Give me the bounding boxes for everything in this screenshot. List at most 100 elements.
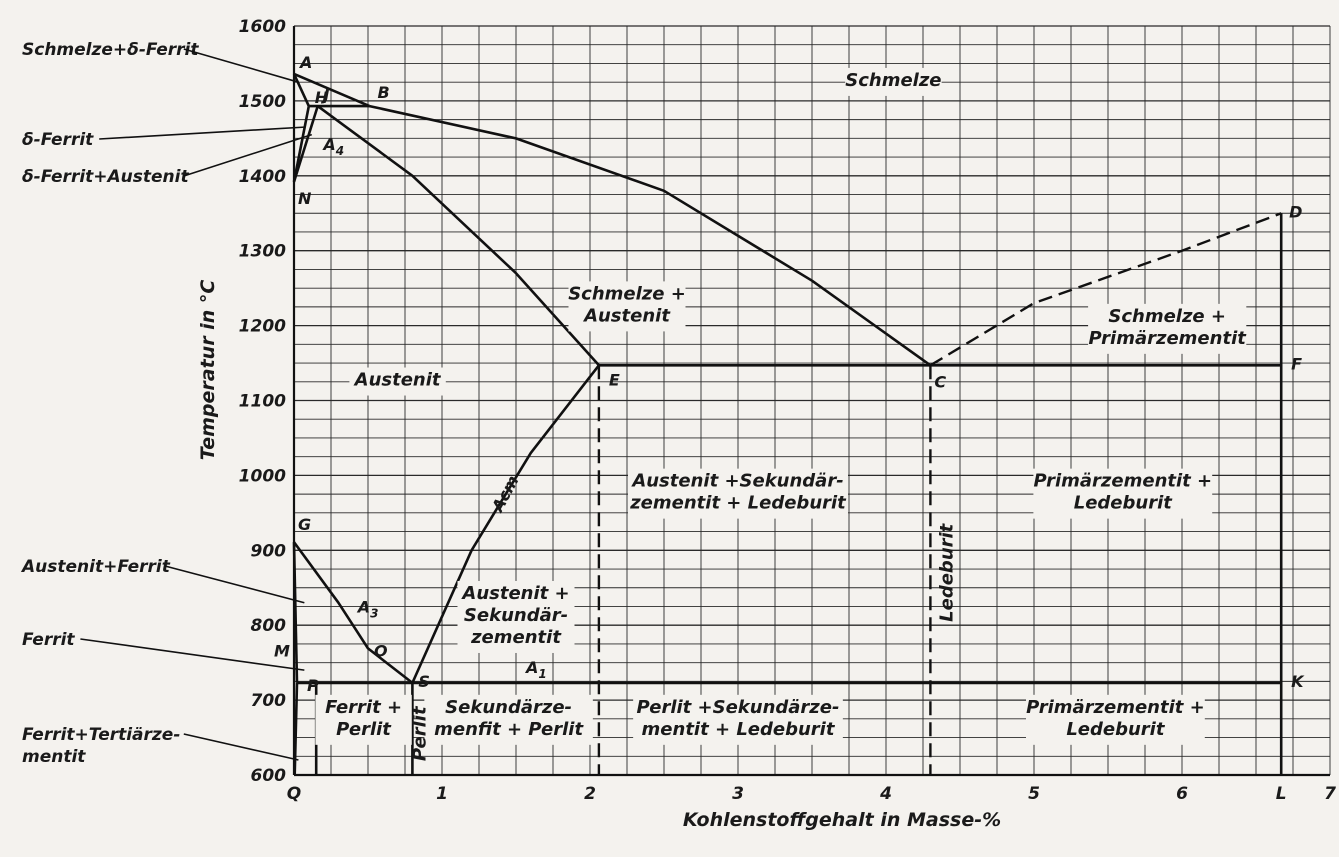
y-tick-label: 900: [251, 541, 287, 561]
region-label: Austenit: [582, 305, 671, 326]
region-label: Sekundärze-: [445, 697, 572, 718]
side-label-leader: [164, 565, 305, 604]
x-tick-label: 7: [1324, 784, 1336, 804]
region-label: Perlit +Sekundärze-: [637, 697, 840, 718]
region-label: Ferrit +: [325, 697, 402, 718]
phase-line-a-b: [293, 72, 371, 108]
y-tick-label: 1300: [239, 242, 286, 262]
point-label-k: K: [1291, 672, 1305, 691]
region-label: mentit + Ledeburit: [642, 719, 836, 740]
point-label-subscript: 3: [370, 607, 378, 621]
side-label: Ferrit+Tertiärze-: [22, 725, 180, 745]
point-label-m: M: [274, 641, 290, 660]
x-tick-label: Q: [287, 784, 301, 804]
side-label: Ferrit: [22, 630, 75, 650]
side-label-leader: [80, 638, 305, 671]
phase-line-j-e: [316, 105, 600, 367]
region-label-bg: [633, 694, 843, 745]
phase-line-g-p: [292, 542, 299, 683]
x-tick-label: 5: [1028, 784, 1040, 804]
x-tick-label: 2: [584, 784, 596, 804]
region-label: zementit + Ledeburit: [629, 493, 847, 514]
phase-line-h-n: [292, 105, 311, 183]
side-label: Schmelze+δ-Ferrit: [22, 40, 199, 60]
point-label-e: E: [609, 370, 620, 389]
axis-ticks: 600 700 800 900 1000 1100 1200 1300 1400 1500 1600…: [239, 17, 1336, 804]
region-label-bg: [1033, 468, 1213, 519]
point-label-a: A: [298, 53, 312, 72]
side-label: δ-Ferrit+Austenit: [22, 167, 189, 187]
y-tick-label: 1200: [239, 317, 286, 337]
point-label-o: O: [374, 641, 388, 660]
phase-line-b-c: [369, 104, 932, 367]
region-label: Austenit +Sekundär-: [630, 471, 843, 492]
phase-line-g-o-s: [292, 541, 414, 684]
point-label-g: G: [298, 515, 311, 534]
region-label: Perlit: [336, 719, 392, 740]
y-tick-label: 700: [251, 691, 287, 711]
region-label: menfit + Perlit: [434, 719, 584, 740]
x-tick-label: 1: [436, 784, 448, 804]
phase-line-j-n: [292, 105, 319, 183]
point-label-n: N: [298, 189, 312, 208]
region-label: Sekundär-: [464, 605, 568, 626]
point-label-f: F: [1291, 354, 1302, 373]
point-label-h: H: [315, 88, 329, 107]
point-label-p: P: [307, 676, 319, 695]
region-label-bg: [628, 468, 848, 519]
y-tick-label: 600: [251, 766, 287, 786]
y-tick-label: 1600: [239, 17, 286, 37]
region-label: Austenit +: [460, 583, 569, 604]
side-label: mentit: [22, 747, 86, 767]
side-label: Austenit+Ferrit: [20, 557, 171, 577]
vertical-region-label: Ledeburit: [937, 522, 958, 622]
region-label: Primärzementit +: [1033, 471, 1212, 492]
region-label: Ledeburit: [1066, 719, 1166, 740]
x-tick-label: 6: [1176, 784, 1188, 804]
region-label: Schmelze +: [1108, 306, 1226, 327]
vertical-region-label: Perlit: [410, 705, 431, 761]
region-label: Schmelze +: [568, 283, 686, 304]
y-axis-title: Temperatur in °C: [197, 280, 219, 461]
side-label: δ-Ferrit: [22, 130, 94, 150]
chart-grid: [292, 25, 1331, 777]
region-label-bg: [457, 580, 575, 653]
point-label-c: C: [934, 372, 946, 391]
point-label-a1: A1: [524, 658, 547, 681]
y-tick-label: 800: [251, 616, 287, 636]
side-label-leader: [183, 733, 299, 761]
side-labels: Schmelze+δ-Ferrit δ-Ferrit δ-Ferrit+Austen…: [20, 40, 313, 767]
point-label-b: B: [377, 83, 389, 102]
point-label-a3: A3: [356, 598, 379, 621]
point-label-s: S: [418, 672, 430, 691]
x-tick-label: 4: [879, 784, 892, 804]
point-label-j: J: [321, 85, 330, 104]
x-tick-label: L: [1276, 784, 1287, 804]
y-tick-label: 1100: [239, 392, 286, 412]
point-label-d: D: [1289, 202, 1302, 221]
region-label-bg: [315, 694, 412, 745]
region-label: zementit: [470, 627, 562, 648]
region-label: Schmelze: [845, 70, 941, 91]
phase-line-e-s-acm-: [411, 364, 600, 684]
side-label-leader: [183, 48, 299, 83]
x-axis-title: Kohlenstoffgehalt in Masse-%: [683, 809, 1001, 831]
region-label-bg: [1088, 303, 1247, 354]
region-label: Austenit: [353, 370, 442, 391]
y-tick-label: 1000: [239, 466, 286, 486]
y-tick-label: 1500: [239, 92, 286, 112]
region-label-bg: [568, 281, 686, 332]
region-label: Primärzementit +: [1026, 697, 1205, 718]
x-tick-label: 3: [732, 784, 744, 804]
region-label-bg: [845, 67, 942, 96]
phase-line-c-d: [929, 212, 1282, 367]
point-label-subscript: 4: [335, 144, 344, 158]
y-tick-label: 1400: [239, 167, 286, 187]
side-label-leader: [99, 126, 305, 140]
point-label-subscript: 1: [538, 667, 546, 681]
region-label-bg: [1026, 694, 1205, 745]
region-label-bg: [349, 367, 446, 396]
phase-line-a-h: [292, 73, 310, 107]
